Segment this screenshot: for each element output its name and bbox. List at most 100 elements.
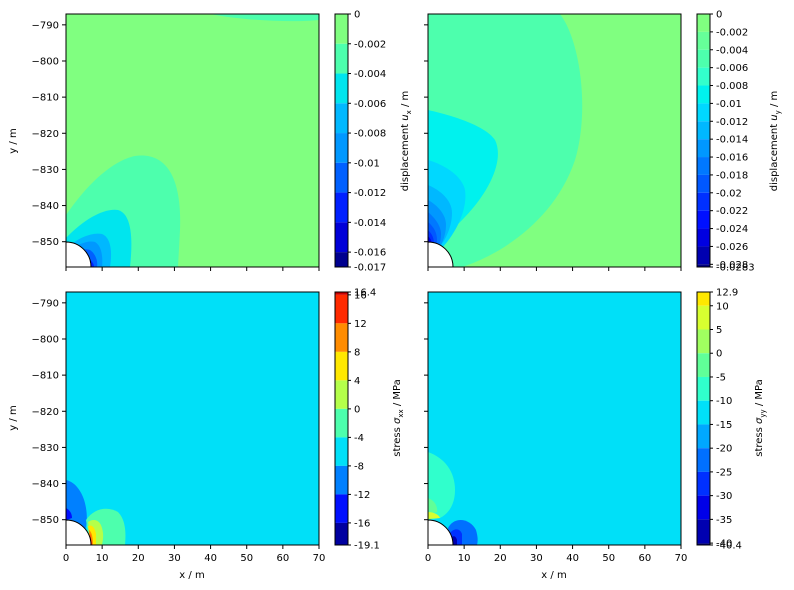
x-axis: 0 10 20 30 40 50 60 70 [63, 545, 325, 564]
contour-level-5 [428, 292, 681, 545]
colorbar-label-symbol: σ [754, 417, 765, 424]
colorbar: 16.416 12 8 4 0 -4 -8 -12 -16 -19.1 [334, 288, 380, 552]
colorbar-level [335, 437, 348, 466]
x-tick-label: 50 [602, 553, 615, 564]
colorbar-level [335, 465, 348, 495]
colorbar-level [697, 543, 710, 545]
colorbar-label-sub: x [405, 110, 413, 114]
colorbar-tick-label: -0.014 [716, 135, 748, 146]
y-tick-label: −790 [32, 298, 59, 309]
colorbar-tick-label: -0.006 [354, 99, 386, 110]
colorbar-tick-label: -4 [354, 433, 364, 444]
y-tick-label: −850 [32, 237, 59, 248]
x-tick-label: 30 [168, 553, 181, 564]
colorbar-tick-label: 0 [354, 10, 360, 21]
colorbar-level [335, 294, 348, 324]
colorbar-tick-label: -0.028 [716, 260, 748, 271]
colorbar-tick-label: 5 [716, 325, 722, 336]
x-axis: 0 10 20 30 40 50 60 70 [425, 545, 688, 564]
y-tick-label: −830 [32, 165, 59, 176]
colorbar-tick-label: -16 [354, 518, 370, 529]
colorbar-tick-label: -0.004 [354, 69, 386, 80]
colorbar-label-unit: / MPa [392, 379, 403, 409]
plot-area [65, 291, 320, 546]
colorbar-tick-label: 0 [716, 10, 722, 21]
plot-area [427, 291, 682, 546]
colorbar-level [697, 121, 710, 140]
colorbar-level [697, 103, 710, 122]
colorbar-tick-label: -30 [716, 491, 732, 502]
colorbar-level [697, 305, 710, 330]
colorbar-tick-label: -0.024 [716, 224, 748, 235]
colorbar-level [697, 210, 710, 229]
colorbar-tick-label: 12.9 [716, 288, 738, 299]
colorbar-tick-label: -0.002 [716, 27, 748, 38]
colorbar-label-sub: yy [759, 409, 767, 417]
colorbar-tick-label: -0.016 [354, 248, 386, 259]
colorbar-tick-label: 0 [716, 349, 722, 360]
axes-frame [427, 13, 682, 268]
colorbar-level [335, 380, 348, 409]
x-tick-label: 10 [458, 553, 471, 564]
y-tick-label: −810 [32, 371, 59, 382]
x-tick-label: 20 [494, 553, 507, 564]
colorbar-label-unit: / MPa [754, 379, 765, 409]
x-tick-label: 30 [530, 553, 543, 564]
y-axis [424, 302, 428, 521]
contour-level-3 [428, 498, 438, 514]
colorbar-level [697, 519, 710, 544]
colorbar-level [697, 264, 710, 267]
colorbar-label: displacement uy / m [769, 91, 782, 192]
colorbar-level [335, 14, 348, 44]
colorbar: 0 -0.002 -0.004 -0.006 -0.008 -0.01 -0.012 -0.0… [334, 10, 386, 274]
colorbar-label: displacement ux / m [400, 91, 413, 192]
x-tick-label: 70 [675, 553, 688, 564]
colorbar-level [335, 351, 348, 381]
colorbar-frame [334, 291, 349, 546]
colorbar-tick-label: 16 [354, 290, 367, 301]
colorbar-tick-label: -0.026 [716, 242, 748, 253]
x-axis [427, 267, 682, 271]
axes-frame [65, 13, 320, 268]
x-axis-label: x / m [179, 570, 204, 581]
colorbar-label-symbol: u [769, 114, 780, 120]
colorbar-tick-label: -35 [716, 515, 732, 526]
x-tick-label: 10 [96, 553, 109, 564]
colorbar-tick-label: -0.01 [354, 158, 380, 169]
colorbar-level [697, 292, 710, 306]
contour-level-8 [66, 508, 72, 520]
colorbar-label-text: stress [392, 424, 403, 457]
colorbar-level [335, 192, 348, 223]
colorbar-tick-label: -19.1 [354, 541, 380, 552]
colorbar-level [697, 329, 710, 354]
colorbar-frame [334, 13, 349, 268]
colorbar-tick-label: 16.4 [354, 288, 376, 299]
colorbar-level [335, 522, 348, 545]
colorbar-level [697, 495, 710, 520]
plot-displacement-uy: 0 -0.002 -0.004 -0.006 -0.008 -0.01 -0.012 -0.0… [424, 10, 782, 274]
colorbar-tick-label: -0.002 [354, 39, 386, 50]
colorbar-tick-label: -0.0283 [716, 263, 755, 274]
colorbar-level [697, 157, 710, 175]
y-axis [424, 24, 428, 243]
colorbar-label-text: stress [754, 424, 765, 457]
x-tick-label: 40 [204, 553, 217, 564]
colorbar-level [697, 246, 710, 265]
colorbar-level [697, 14, 710, 32]
plot-displacement-ux: −790 −800 −810 −820 −830 −840 −850 y / m 0 -0.0… [8, 10, 413, 274]
colorbar-level [335, 494, 348, 523]
y-tick-label: −820 [32, 129, 59, 140]
contour-level-1 [210, 14, 319, 22]
colorbar-tick-label: -12 [354, 490, 370, 501]
colorbar-tick-label: -8 [354, 461, 364, 472]
colorbar-tick-label: 4 [354, 376, 360, 387]
colorbar-level [697, 228, 710, 247]
y-tick-label: −810 [32, 93, 59, 104]
contour-level-6 [66, 292, 319, 545]
colorbar-tick-label: -0.004 [716, 45, 748, 56]
y-tick-label: −840 [32, 479, 59, 490]
colorbar-level [697, 471, 710, 496]
colorbar-tick-label: -0.006 [716, 63, 748, 74]
colorbar-level [335, 103, 348, 134]
